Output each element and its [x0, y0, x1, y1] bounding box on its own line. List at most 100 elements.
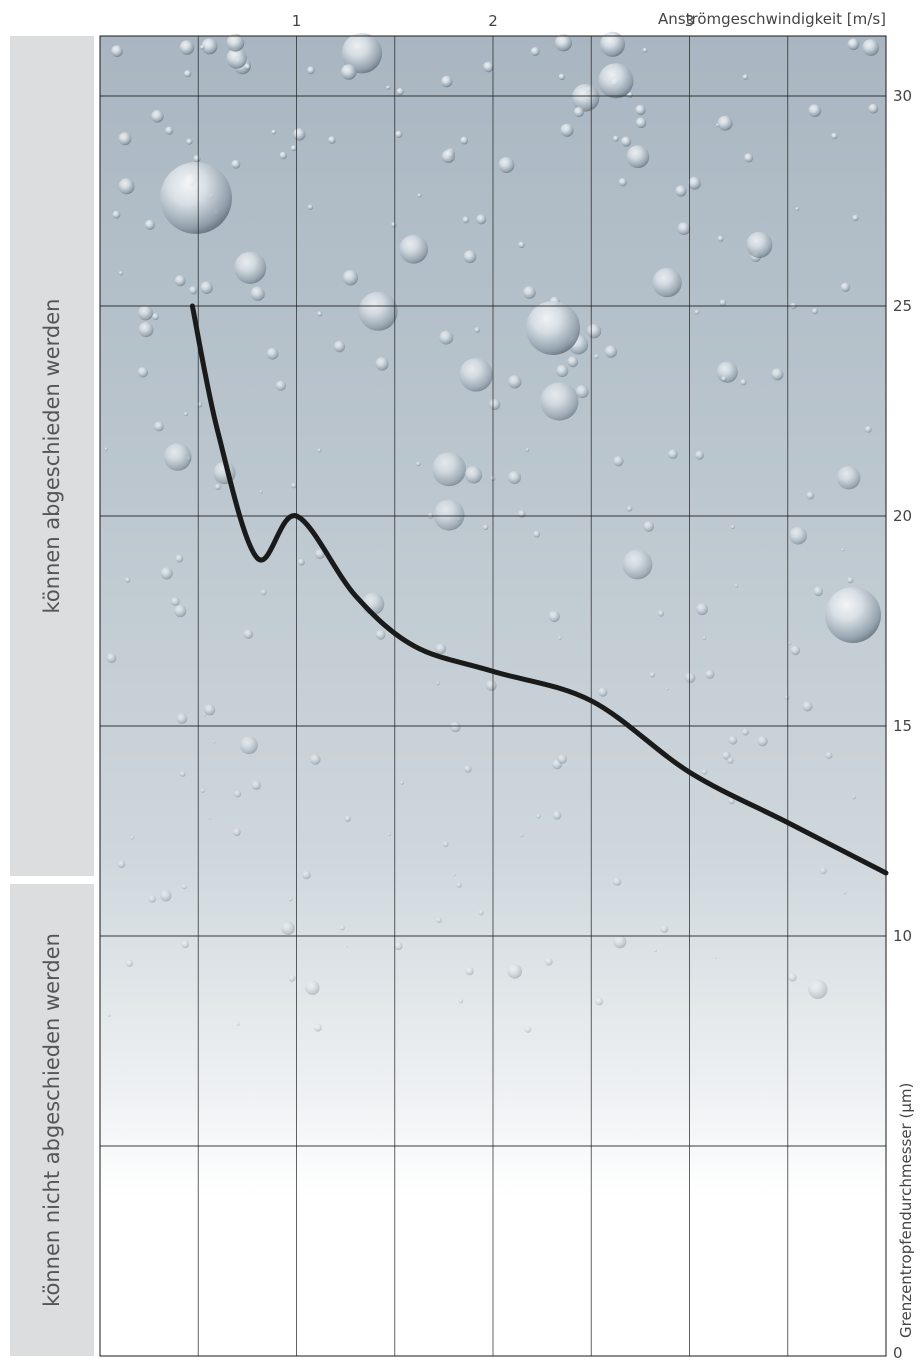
droplet [291, 483, 297, 489]
droplet [802, 701, 813, 712]
droplet [458, 998, 464, 1004]
droplet [715, 956, 717, 959]
droplet [138, 305, 153, 321]
droplet [182, 884, 187, 890]
droplet [186, 138, 193, 145]
droplet [795, 207, 800, 211]
droplet [442, 841, 449, 848]
droplet [181, 940, 190, 949]
droplet [744, 153, 754, 163]
droplet [675, 185, 687, 197]
droplet [179, 771, 186, 777]
droplet [250, 286, 265, 301]
droplet [612, 877, 622, 886]
droplet [825, 587, 881, 643]
droplet [310, 754, 321, 765]
droplet [435, 643, 447, 655]
droplet [719, 299, 727, 306]
droplet [305, 980, 320, 995]
droplet [463, 250, 477, 264]
droplet [391, 222, 397, 228]
droplet [281, 921, 295, 935]
droplet [746, 231, 773, 258]
droplet [526, 301, 580, 355]
droplet [184, 70, 192, 78]
droplet [604, 345, 618, 358]
droplet [789, 526, 807, 545]
droplet [460, 136, 469, 145]
droplet [696, 603, 708, 616]
droplet [556, 364, 569, 377]
droplet [297, 558, 305, 566]
droplet [594, 354, 599, 359]
droplet [717, 115, 733, 131]
droplet [586, 324, 602, 339]
droplet [234, 790, 242, 798]
x-tick-labels: 1 2 3 [292, 12, 695, 30]
droplet [394, 941, 403, 951]
chart-grid [99, 35, 887, 1357]
droplet [151, 110, 164, 123]
droplet [386, 85, 391, 90]
droplet [613, 456, 624, 467]
x-tick-label: 3 [685, 12, 695, 30]
droplet [771, 368, 784, 381]
droplet [462, 216, 470, 224]
x-tick-label: 1 [292, 12, 302, 30]
droplet [654, 949, 657, 952]
droplet [757, 736, 768, 747]
droplet [635, 117, 647, 129]
droplet [441, 149, 455, 164]
series-line [189, 303, 889, 876]
droplet [200, 788, 206, 793]
droplet [788, 642, 791, 645]
droplet [478, 909, 484, 916]
droplet [523, 286, 536, 299]
droplet [196, 402, 203, 408]
droplet [174, 604, 187, 618]
droplet [677, 222, 691, 236]
droplet [293, 128, 306, 141]
droplet [106, 653, 117, 664]
droplet [201, 38, 218, 55]
y-tick-label: 0 [893, 1344, 903, 1362]
droplet [600, 31, 625, 57]
droplet [498, 157, 515, 173]
droplet [125, 959, 133, 968]
droplet [533, 530, 541, 538]
droplet [694, 309, 700, 315]
droplet [811, 308, 818, 315]
droplet [741, 728, 749, 736]
droplet [111, 45, 123, 57]
droplet [171, 597, 180, 606]
droplet [721, 376, 727, 382]
x-tick-label: 2 [488, 12, 498, 30]
droplet [862, 39, 880, 56]
droplet [239, 736, 258, 755]
droplet [183, 412, 188, 417]
droplet [439, 330, 454, 345]
droplet [571, 84, 600, 112]
droplet [159, 889, 172, 902]
droplet [652, 267, 682, 298]
droplet [204, 704, 216, 716]
droplet [200, 281, 213, 295]
droplet [482, 524, 489, 530]
x-axis-title: Anströmgeschwindigkeit [m/s] [658, 10, 886, 28]
droplet [841, 548, 845, 552]
droplet [375, 629, 386, 640]
droplet [530, 47, 540, 56]
droplet [433, 499, 465, 531]
droplet [165, 126, 174, 135]
droplet [558, 636, 562, 640]
droplet [612, 135, 619, 142]
droplet [117, 860, 126, 869]
droplet [200, 45, 205, 50]
droplet [643, 521, 654, 532]
droplet [175, 554, 184, 563]
droplet [450, 721, 461, 733]
droplet [560, 123, 574, 137]
droplet [271, 129, 277, 135]
droplet [554, 34, 573, 52]
